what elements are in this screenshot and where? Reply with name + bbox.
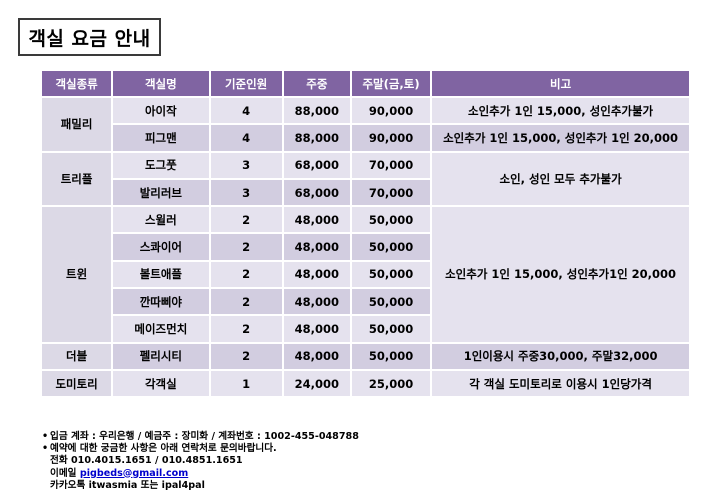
weekday-price-cell: 48,000: [283, 261, 350, 288]
room-name-cell: 도그풋: [113, 152, 209, 178]
weekend-price-cell: 70,000: [351, 179, 431, 206]
weekday-price-cell: 48,000: [283, 207, 350, 233]
table-row: 트윈 스윌러 2 48,000 50,000 소인추가 1인 15,000, 성…: [42, 207, 689, 342]
email-link[interactable]: pigbeds@gmail.com: [79, 467, 189, 479]
weekend-price-cell: 50,000: [351, 207, 431, 233]
account-line: • 입금 계좌 : 우리은행 / 예금주 : 장미화 / 계좌번호 : 1002-…: [42, 431, 359, 443]
room-type-cell: 더블: [42, 343, 112, 369]
table-row: 발리러브 3 68,000 70,000: [42, 179, 689, 206]
room-name-cell: 펠리시티: [113, 343, 209, 369]
table-row: 더블 펠리시티 2 48,000 50,000 1인이용시 주중30,000, …: [42, 343, 689, 369]
room-name-cell: 스윌러: [113, 207, 209, 233]
capacity-cell: 1: [210, 370, 282, 397]
weekend-price-cell: 90,000: [351, 98, 431, 124]
page-title: 객실 요금 안내: [18, 18, 161, 56]
weekend-price-cell: 50,000: [351, 234, 431, 260]
notes-cell: 소인추가 1인 15,000, 성인추가불가: [432, 98, 689, 124]
capacity-cell: 2: [210, 234, 282, 260]
header-room-name: 객실명: [113, 71, 209, 96]
capacity-cell: 2: [210, 261, 282, 288]
weekend-price-cell: 50,000: [351, 261, 431, 288]
table-row: 깐따삐야 2 48,000 50,000: [42, 289, 689, 315]
notes-cell: 1인이용시 주중30,000, 주말32,000: [432, 343, 689, 369]
room-name-cell: 발리러브: [113, 179, 209, 206]
capacity-cell: 4: [210, 125, 282, 151]
notes-cell: 소인추가 1인 15,000, 성인추가1인 20,000: [432, 207, 689, 342]
room-name-cell: 각객실: [113, 370, 209, 397]
table-row: 메이즈먼치 2 48,000 50,000: [42, 316, 689, 342]
table-row: 볼트애플 2 48,000 50,000: [42, 261, 689, 288]
room-name-cell: 깐따삐야: [113, 289, 209, 315]
room-type-cell: 트리플: [42, 152, 112, 206]
notes-cell: 소인, 성인 모두 추가불가: [432, 152, 689, 206]
header-room-type: 객실종류: [42, 71, 112, 96]
notes-cell: 각 객실 도미토리로 이용시 1인당가격: [432, 370, 689, 397]
inquiry-line: • 예약에 대한 궁금한 사항은 아래 연락처로 문의바랍니다.: [42, 443, 359, 455]
weekday-price-cell: 48,000: [283, 234, 350, 260]
weekday-price-cell: 68,000: [283, 152, 350, 178]
weekday-price-cell: 24,000: [283, 370, 350, 397]
room-name-cell: 메이즈먼치: [113, 316, 209, 342]
capacity-cell: 2: [210, 343, 282, 369]
header-weekday: 주중: [283, 71, 350, 96]
room-name-cell: 볼트애플: [113, 261, 209, 288]
table-row: 트리플 도그풋 3 68,000 70,000 소인, 성인 모두 추가불가: [42, 152, 689, 206]
notes-cell: 소인추가 1인 15,000, 성인추가 1인 20,000: [432, 125, 689, 151]
table-row: 도미토리 각객실 1 24,000 25,000 각 객실 도미토리로 이용시 …: [42, 370, 689, 397]
room-name-cell: 아이작: [113, 98, 209, 124]
room-type-cell: 트윈: [42, 207, 112, 342]
weekend-price-cell: 50,000: [351, 343, 431, 369]
capacity-cell: 3: [210, 179, 282, 206]
room-type-cell: 도미토리: [42, 370, 112, 397]
table-row: 패밀리 아이작 4 88,000 90,000 소인추가 1인 15,000, …: [42, 98, 689, 151]
header-weekend: 주말(금,토): [351, 71, 431, 96]
weekday-price-cell: 88,000: [283, 98, 350, 124]
weekend-price-cell: 50,000: [351, 316, 431, 342]
weekday-price-cell: 48,000: [283, 289, 350, 315]
email-line: 이메일 pigbeds@gmail.com: [42, 468, 359, 480]
weekday-price-cell: 48,000: [283, 343, 350, 369]
inquiry-text: 예약에 대한 궁금한 사항은 아래 연락처로 문의바랍니다.: [50, 443, 277, 455]
phone-line: 전화 010.4015.1651 / 010.4851.1651: [50, 455, 243, 467]
capacity-cell: 2: [210, 289, 282, 315]
bullet-icon: •: [42, 431, 49, 442]
email-label: 이메일: [50, 467, 77, 479]
weekend-price-cell: 50,000: [351, 289, 431, 315]
room-rate-table: 객실종류 객실명 기준인원 주중 주말(금,토) 비고 패밀리 아이작 4 88…: [40, 69, 691, 398]
table-row: 피그맨 4 88,000 90,000 소인추가 1인 15,000, 성인추가…: [42, 125, 689, 151]
contact-info: • 입금 계좌 : 우리은행 / 예금주 : 장미화 / 계좌번호 : 1002-…: [42, 431, 359, 492]
capacity-cell: 4: [210, 98, 282, 124]
capacity-cell: 2: [210, 316, 282, 342]
capacity-cell: 2: [210, 207, 282, 233]
table-header-row: 객실종류 객실명 기준인원 주중 주말(금,토) 비고: [42, 71, 689, 96]
room-type-cell: 패밀리: [42, 98, 112, 151]
header-capacity: 기준인원: [210, 71, 282, 96]
kakao-line: 카카오톡 itwasmia 또는 ipal4pal: [50, 479, 205, 491]
capacity-cell: 3: [210, 152, 282, 178]
table-row: 스콰이어 2 48,000 50,000: [42, 234, 689, 260]
weekend-price-cell: 25,000: [351, 370, 431, 397]
weekend-price-cell: 90,000: [351, 125, 431, 151]
weekday-price-cell: 88,000: [283, 125, 350, 151]
bullet-icon: •: [42, 443, 49, 455]
weekday-price-cell: 68,000: [283, 179, 350, 206]
account-text: 입금 계좌 : 우리은행 / 예금주 : 장미화 / 계좌번호 : 1002-4…: [50, 431, 359, 442]
weekend-price-cell: 70,000: [351, 152, 431, 178]
room-name-cell: 피그맨: [113, 125, 209, 151]
header-notes: 비고: [432, 71, 689, 96]
room-name-cell: 스콰이어: [113, 234, 209, 260]
weekday-price-cell: 48,000: [283, 316, 350, 342]
